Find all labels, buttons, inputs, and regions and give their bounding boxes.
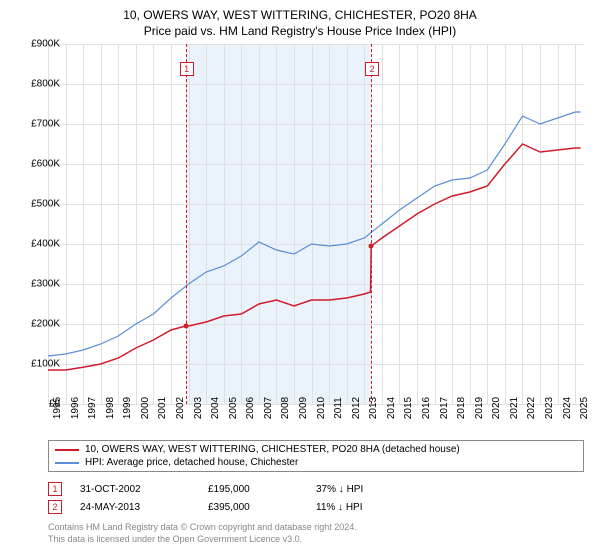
x-axis-label: 2008 (280, 397, 291, 419)
x-axis-label: 2010 (316, 397, 327, 419)
chart-title-main: 10, OWERS WAY, WEST WITTERING, CHICHESTE… (0, 8, 600, 22)
y-axis-label: £500K (16, 199, 60, 210)
marker-dot-1 (183, 324, 188, 329)
legend-swatch-hpi (55, 462, 79, 464)
x-axis-label: 2004 (210, 397, 221, 419)
legend-row-hpi: HPI: Average price, detached house, Chic… (55, 456, 577, 469)
chart-titles: 10, OWERS WAY, WEST WITTERING, CHICHESTE… (0, 0, 600, 38)
y-axis-label: £800K (16, 79, 60, 90)
footer-attribution: Contains HM Land Registry data © Crown c… (48, 522, 584, 545)
legend-label-hpi: HPI: Average price, detached house, Chic… (85, 457, 298, 468)
x-axis-label: 2015 (403, 397, 414, 419)
x-axis-label: 2012 (351, 397, 362, 419)
chart-lines-svg (48, 44, 584, 404)
x-axis-label: 2014 (386, 397, 397, 419)
x-axis-label: 2009 (298, 397, 309, 419)
transaction-row-2: 2 24-MAY-2013 £395,000 11% ↓ HPI (48, 498, 584, 516)
x-axis-label: 2001 (157, 397, 168, 419)
transaction-date-1: 31-OCT-2002 (80, 484, 190, 495)
x-axis-label: 2006 (245, 397, 256, 419)
transaction-price-1: £195,000 (208, 484, 298, 495)
series-line-hpi (48, 112, 581, 356)
transaction-row-1: 1 31-OCT-2002 £195,000 37% ↓ HPI (48, 480, 584, 498)
transaction-price-2: £395,000 (208, 502, 298, 513)
transactions-table: 1 31-OCT-2002 £195,000 37% ↓ HPI 2 24-MA… (48, 480, 584, 516)
transaction-delta-1: 37% ↓ HPI (316, 484, 406, 495)
x-axis-label: 2016 (421, 397, 432, 419)
marker-box-1: 1 (180, 62, 194, 76)
y-axis-label: £300K (16, 279, 60, 290)
marker-dashed-line (371, 44, 372, 404)
x-axis-label: 2003 (193, 397, 204, 419)
x-axis-label: 2011 (333, 397, 344, 419)
x-axis-label: 2005 (228, 397, 239, 419)
x-axis-label: 2018 (456, 397, 467, 419)
chart-title-sub: Price paid vs. HM Land Registry's House … (0, 24, 600, 38)
transaction-marker-1: 1 (48, 482, 62, 496)
x-axis-label: 1997 (87, 397, 98, 419)
x-axis-label: 2019 (474, 397, 485, 419)
x-axis-label: 1999 (122, 397, 133, 419)
x-axis-label: 2021 (509, 397, 520, 419)
transaction-marker-2: 2 (48, 500, 62, 514)
x-axis-label: 1998 (105, 397, 116, 419)
marker-dot-2 (369, 244, 374, 249)
y-axis-label: £700K (16, 119, 60, 130)
x-axis-label: 2007 (263, 397, 274, 419)
x-axis-label: 2000 (140, 397, 151, 419)
footer-line-2: This data is licensed under the Open Gov… (48, 534, 584, 546)
marker-box-2: 2 (365, 62, 379, 76)
x-axis-label: 1995 (52, 397, 63, 419)
y-axis-label: £600K (16, 159, 60, 170)
x-axis-label: 2025 (579, 397, 590, 419)
marker-dashed-line (186, 44, 187, 404)
y-axis-label: £900K (16, 39, 60, 50)
x-axis-label: 2002 (175, 397, 186, 419)
x-axis-label: 2022 (526, 397, 537, 419)
x-axis-label: 2017 (439, 397, 450, 419)
x-axis-label: 2020 (491, 397, 502, 419)
legend-swatch-property (55, 449, 79, 451)
y-axis-label: £100K (16, 359, 60, 370)
transaction-delta-2: 11% ↓ HPI (316, 502, 406, 513)
x-axis-label: 2024 (562, 397, 573, 419)
footer-line-1: Contains HM Land Registry data © Crown c… (48, 522, 584, 534)
x-axis-label: 2013 (368, 397, 379, 419)
x-axis-label: 1996 (70, 397, 81, 419)
legend-label-property: 10, OWERS WAY, WEST WITTERING, CHICHESTE… (85, 444, 460, 455)
plot-area: 12 (48, 44, 584, 404)
y-axis-label: £200K (16, 319, 60, 330)
chart-container: 10, OWERS WAY, WEST WITTERING, CHICHESTE… (0, 0, 600, 560)
legend-box: 10, OWERS WAY, WEST WITTERING, CHICHESTE… (48, 440, 584, 472)
transaction-date-2: 24-MAY-2013 (80, 502, 190, 513)
y-axis-label: £400K (16, 239, 60, 250)
legend-row-property: 10, OWERS WAY, WEST WITTERING, CHICHESTE… (55, 443, 577, 456)
x-axis-label: 2023 (544, 397, 555, 419)
series-line-property (48, 144, 581, 370)
